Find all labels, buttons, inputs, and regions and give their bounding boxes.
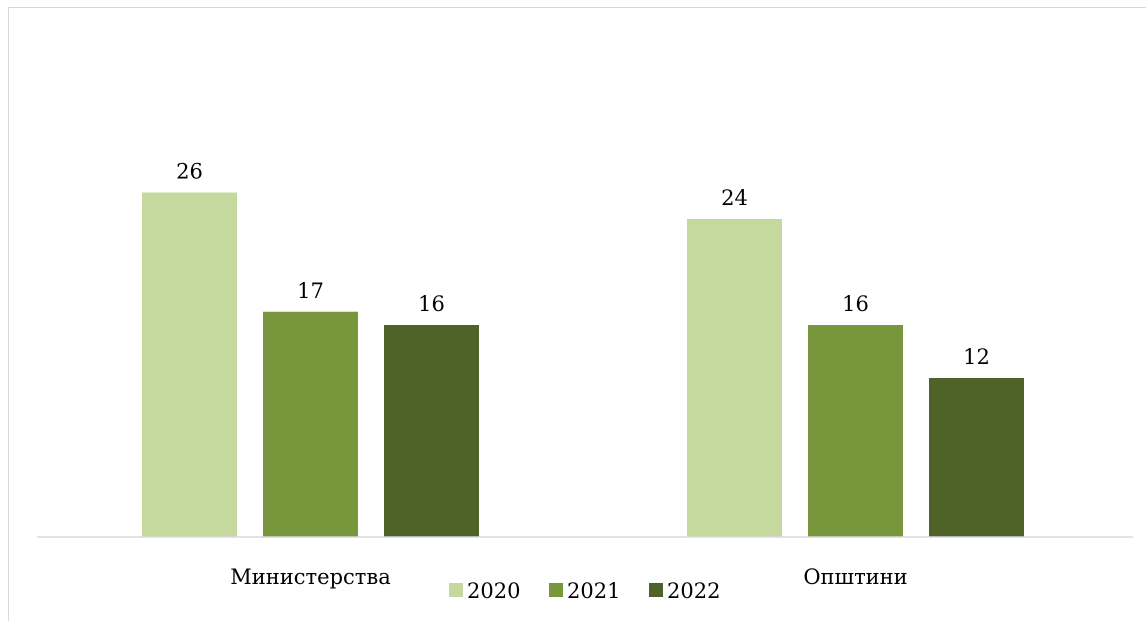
data-label-општини-2022: 12 bbox=[963, 345, 990, 369]
category-labels-group: Министерства Општини bbox=[230, 565, 907, 589]
data-labels-group: 26 17 16 24 16 12 bbox=[176, 160, 990, 370]
legend-swatch-2021 bbox=[549, 583, 563, 597]
data-label-министерства-2021: 17 bbox=[297, 279, 324, 303]
chart-frame bbox=[8, 7, 1146, 621]
legend-swatch-2020 bbox=[449, 583, 463, 597]
legend-label-2021: 2021 bbox=[567, 579, 620, 603]
legend-label-2022: 2022 bbox=[667, 579, 720, 603]
legend: 2020 2021 2022 bbox=[449, 579, 720, 603]
legend-swatch-2022 bbox=[649, 583, 663, 597]
bar-општини-2020 bbox=[687, 219, 782, 537]
category-label-министерства: Министерства bbox=[230, 565, 390, 589]
bar-министерства-2022 bbox=[384, 325, 479, 537]
bar-општини-2021 bbox=[808, 325, 903, 537]
bar-министерства-2021 bbox=[263, 311, 358, 537]
bars-group bbox=[142, 192, 1024, 537]
legend-label-2020: 2020 bbox=[467, 579, 520, 603]
category-label-општини: Општини bbox=[803, 565, 907, 589]
bar-општини-2022 bbox=[929, 378, 1024, 537]
bar-министерства-2020 bbox=[142, 192, 237, 537]
data-label-општини-2020: 24 bbox=[721, 186, 748, 210]
data-label-министерства-2020: 26 bbox=[176, 160, 203, 184]
data-label-министерства-2022: 16 bbox=[418, 292, 445, 316]
data-label-општини-2021: 16 bbox=[842, 292, 869, 316]
